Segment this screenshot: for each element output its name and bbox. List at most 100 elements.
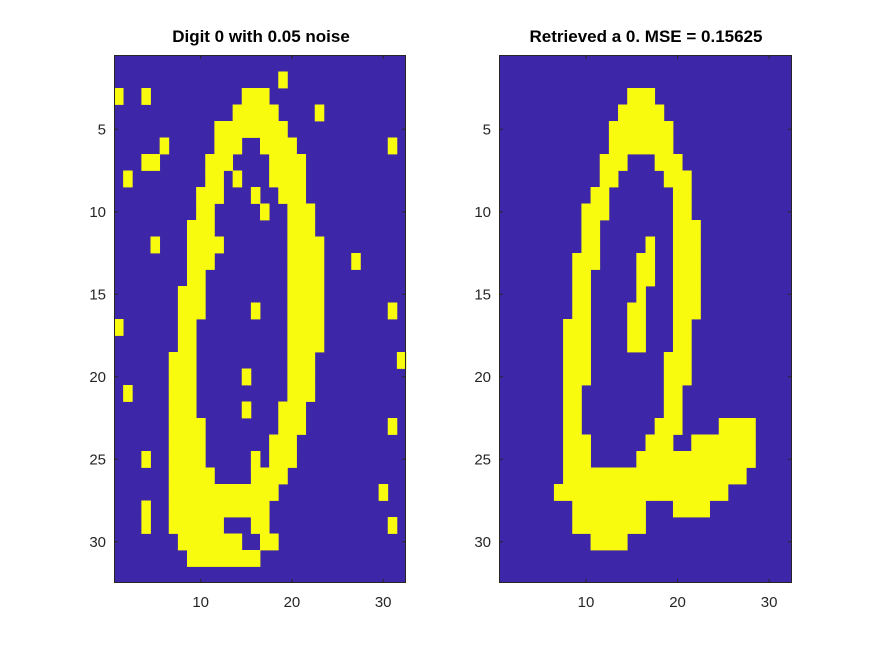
heatmap-cell — [682, 269, 692, 287]
heatmap-cell — [287, 220, 297, 237]
heatmap-cell — [241, 484, 252, 501]
heatmap-cell — [636, 88, 646, 105]
heatmap-cell — [718, 467, 729, 485]
heatmap-cell — [563, 434, 573, 452]
heatmap-cell — [168, 467, 179, 485]
heatmap-cell — [305, 319, 316, 336]
heatmap-cell — [177, 451, 188, 468]
heatmap-cell — [296, 302, 307, 320]
heatmap-cell — [718, 484, 729, 501]
heatmap-cell — [700, 484, 710, 501]
heatmap-cell — [682, 484, 692, 501]
heatmap-cell — [250, 484, 261, 501]
heatmap-cell — [627, 137, 637, 155]
heatmap-cell — [572, 451, 582, 468]
heatmap-cell — [214, 121, 224, 138]
heatmap-cell — [223, 154, 234, 171]
heatmap-cell — [654, 467, 665, 485]
heatmap-cell — [599, 467, 610, 485]
heatmap-cell — [599, 203, 610, 221]
heatmap-cell — [590, 484, 601, 501]
heatmap-cell — [663, 170, 674, 188]
heatmap-cell — [205, 236, 215, 254]
heatmap-cell — [563, 467, 573, 485]
heatmap-cell — [590, 203, 601, 221]
heatmap-cell — [718, 434, 729, 452]
heatmap-cell — [636, 467, 646, 485]
heatmap-cell — [636, 319, 646, 336]
heatmap-cell — [563, 385, 573, 402]
heatmap-cell — [187, 269, 197, 287]
heatmap-cell — [672, 269, 683, 287]
heatmap-cell — [278, 401, 288, 419]
heatmap-cell — [177, 401, 188, 419]
heatmap-cell — [114, 88, 124, 105]
heatmap-cell — [141, 451, 151, 468]
heatmap-cell — [269, 434, 279, 452]
heatmap-cell — [581, 203, 591, 221]
heatmap-cell — [123, 385, 133, 402]
heatmap-cell — [691, 434, 701, 452]
heatmap-cell — [572, 418, 582, 435]
heatmap-cell — [672, 154, 683, 171]
heatmap-cell — [314, 269, 325, 287]
heatmap-cell — [572, 385, 582, 402]
heatmap-cell — [287, 418, 297, 435]
heatmap-cell — [287, 434, 297, 452]
heatmap-cell — [177, 352, 188, 369]
heatmap-cell — [187, 451, 197, 468]
heatmap-cell — [260, 467, 270, 485]
heatmap-cell — [627, 467, 637, 485]
heatmap-cell — [572, 368, 582, 386]
heatmap-cell — [700, 467, 710, 485]
heatmap-cell — [196, 451, 206, 468]
heatmap-cell — [682, 335, 692, 353]
heatmap-cell — [296, 368, 307, 386]
heatmap-cell — [654, 154, 665, 171]
heatmap-cell — [205, 253, 215, 270]
heatmap-cell — [672, 170, 683, 188]
heatmap-cell — [682, 302, 692, 320]
y-tick-label: 10 — [89, 204, 106, 221]
heatmap-cell — [654, 451, 665, 468]
heatmap-cell — [572, 352, 582, 369]
heatmap-cell — [287, 203, 297, 221]
heatmap-cell — [177, 517, 188, 534]
heatmap-cell — [663, 484, 674, 501]
heatmap-cell — [287, 335, 297, 353]
heatmap-cell — [269, 154, 279, 171]
heatmap-cell — [241, 401, 252, 419]
heatmap-cell — [241, 88, 252, 105]
heatmap-cell — [682, 319, 692, 336]
heatmap-cell — [241, 121, 252, 138]
heatmap-cell — [278, 154, 288, 171]
heatmap-cell — [187, 517, 197, 534]
heatmap-cell — [187, 236, 197, 254]
heatmap-cell — [396, 352, 407, 369]
heatmap-cell — [269, 451, 279, 468]
heatmap-cell — [654, 484, 665, 501]
heatmap-cell — [608, 467, 619, 485]
heatmap-cell — [205, 484, 215, 501]
heatmap-cell — [581, 500, 591, 518]
heatmap-cell — [168, 451, 179, 468]
heatmap-cell — [682, 236, 692, 254]
heatmap-cell — [672, 484, 683, 501]
heatmap-cell — [241, 104, 252, 122]
heatmap-cell — [663, 137, 674, 155]
left-plot-axes-frame — [114, 55, 406, 583]
heatmap-cell — [718, 418, 729, 435]
heatmap-cell — [187, 401, 197, 419]
heatmap-cell — [287, 368, 297, 386]
heatmap-cell — [672, 352, 683, 369]
heatmap-cell — [563, 418, 573, 435]
heatmap-cell — [581, 484, 591, 501]
left-plot: Digit 0 with 0.05 noise 10 20 30 5 10 15 20 25 3… — [89, 27, 407, 611]
heatmap-cell — [296, 187, 307, 204]
heatmap-cell — [305, 286, 316, 303]
heatmap-cell — [709, 451, 720, 468]
heatmap-cell — [269, 467, 279, 485]
heatmap-cell — [187, 434, 197, 452]
heatmap-cell — [672, 335, 683, 353]
